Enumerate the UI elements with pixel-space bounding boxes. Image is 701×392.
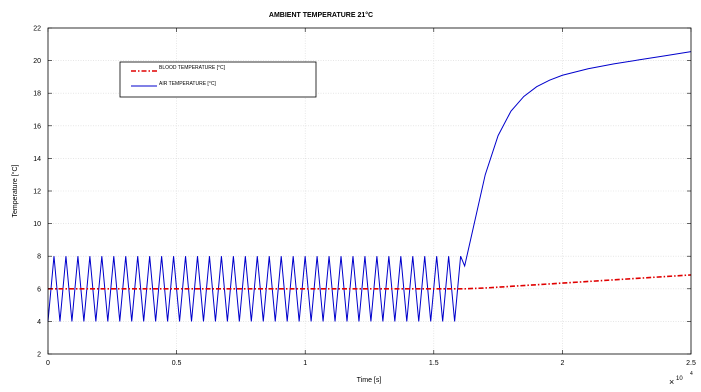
x-tick-label: 0.5 — [172, 360, 182, 367]
series-line-blood-temperature — [48, 274, 692, 290]
x-tick-label: 0 — [46, 360, 50, 367]
legend-label-air: AIR TEMPERATURE [°C] — [159, 81, 216, 87]
series-layer — [47, 51, 692, 322]
y-tick-label: 10 — [33, 221, 41, 228]
y-tick-label: 16 — [33, 123, 41, 130]
y-tick-label: 2 — [37, 352, 41, 359]
legend-box — [119, 61, 317, 98]
x-tick-label: 1 — [303, 360, 307, 367]
y-tick-label: 8 — [37, 254, 41, 261]
x-tick-label: 2.5 — [686, 360, 696, 367]
y-tick-label: 20 — [33, 58, 41, 65]
x-axis-multiplier: × 10 4 — [669, 371, 693, 387]
chart-title: AMBIENT TEMPERATURE 21°C — [269, 11, 373, 19]
series-line-air-temperature — [47, 51, 692, 322]
gridlines — [48, 28, 691, 354]
y-tick-label: 6 — [37, 286, 41, 293]
y-tick-label: 18 — [33, 91, 41, 98]
legend-label-blood: BLOOD TEMPERATURE [°C] — [159, 65, 226, 71]
x-axis-label: Time [s] — [357, 377, 382, 384]
y-tick-label: 12 — [33, 189, 41, 196]
y-tick-label: 4 — [37, 319, 41, 326]
y-tick-label: 22 — [33, 26, 41, 33]
x-axis-ticks: 0 0.5 1 1.5 2 2.5 — [46, 28, 696, 367]
x-tick-label: 2 — [560, 360, 564, 367]
y-axis-label: Temperature [°C] — [11, 164, 19, 217]
y-tick-label: 14 — [33, 156, 41, 163]
x-tick-label: 1.5 — [429, 360, 439, 367]
y-axis-ticks: 2 4 6 8 10 12 14 16 18 20 22 — [33, 26, 691, 359]
legend: BLOOD TEMPERATURE [°C] AIR TEMPERATURE [… — [119, 61, 317, 98]
x-multiplier-exponent: 4 — [690, 371, 693, 377]
x-multiplier-label: 10 — [676, 376, 683, 382]
x-multiplier-base: × — [669, 377, 674, 387]
